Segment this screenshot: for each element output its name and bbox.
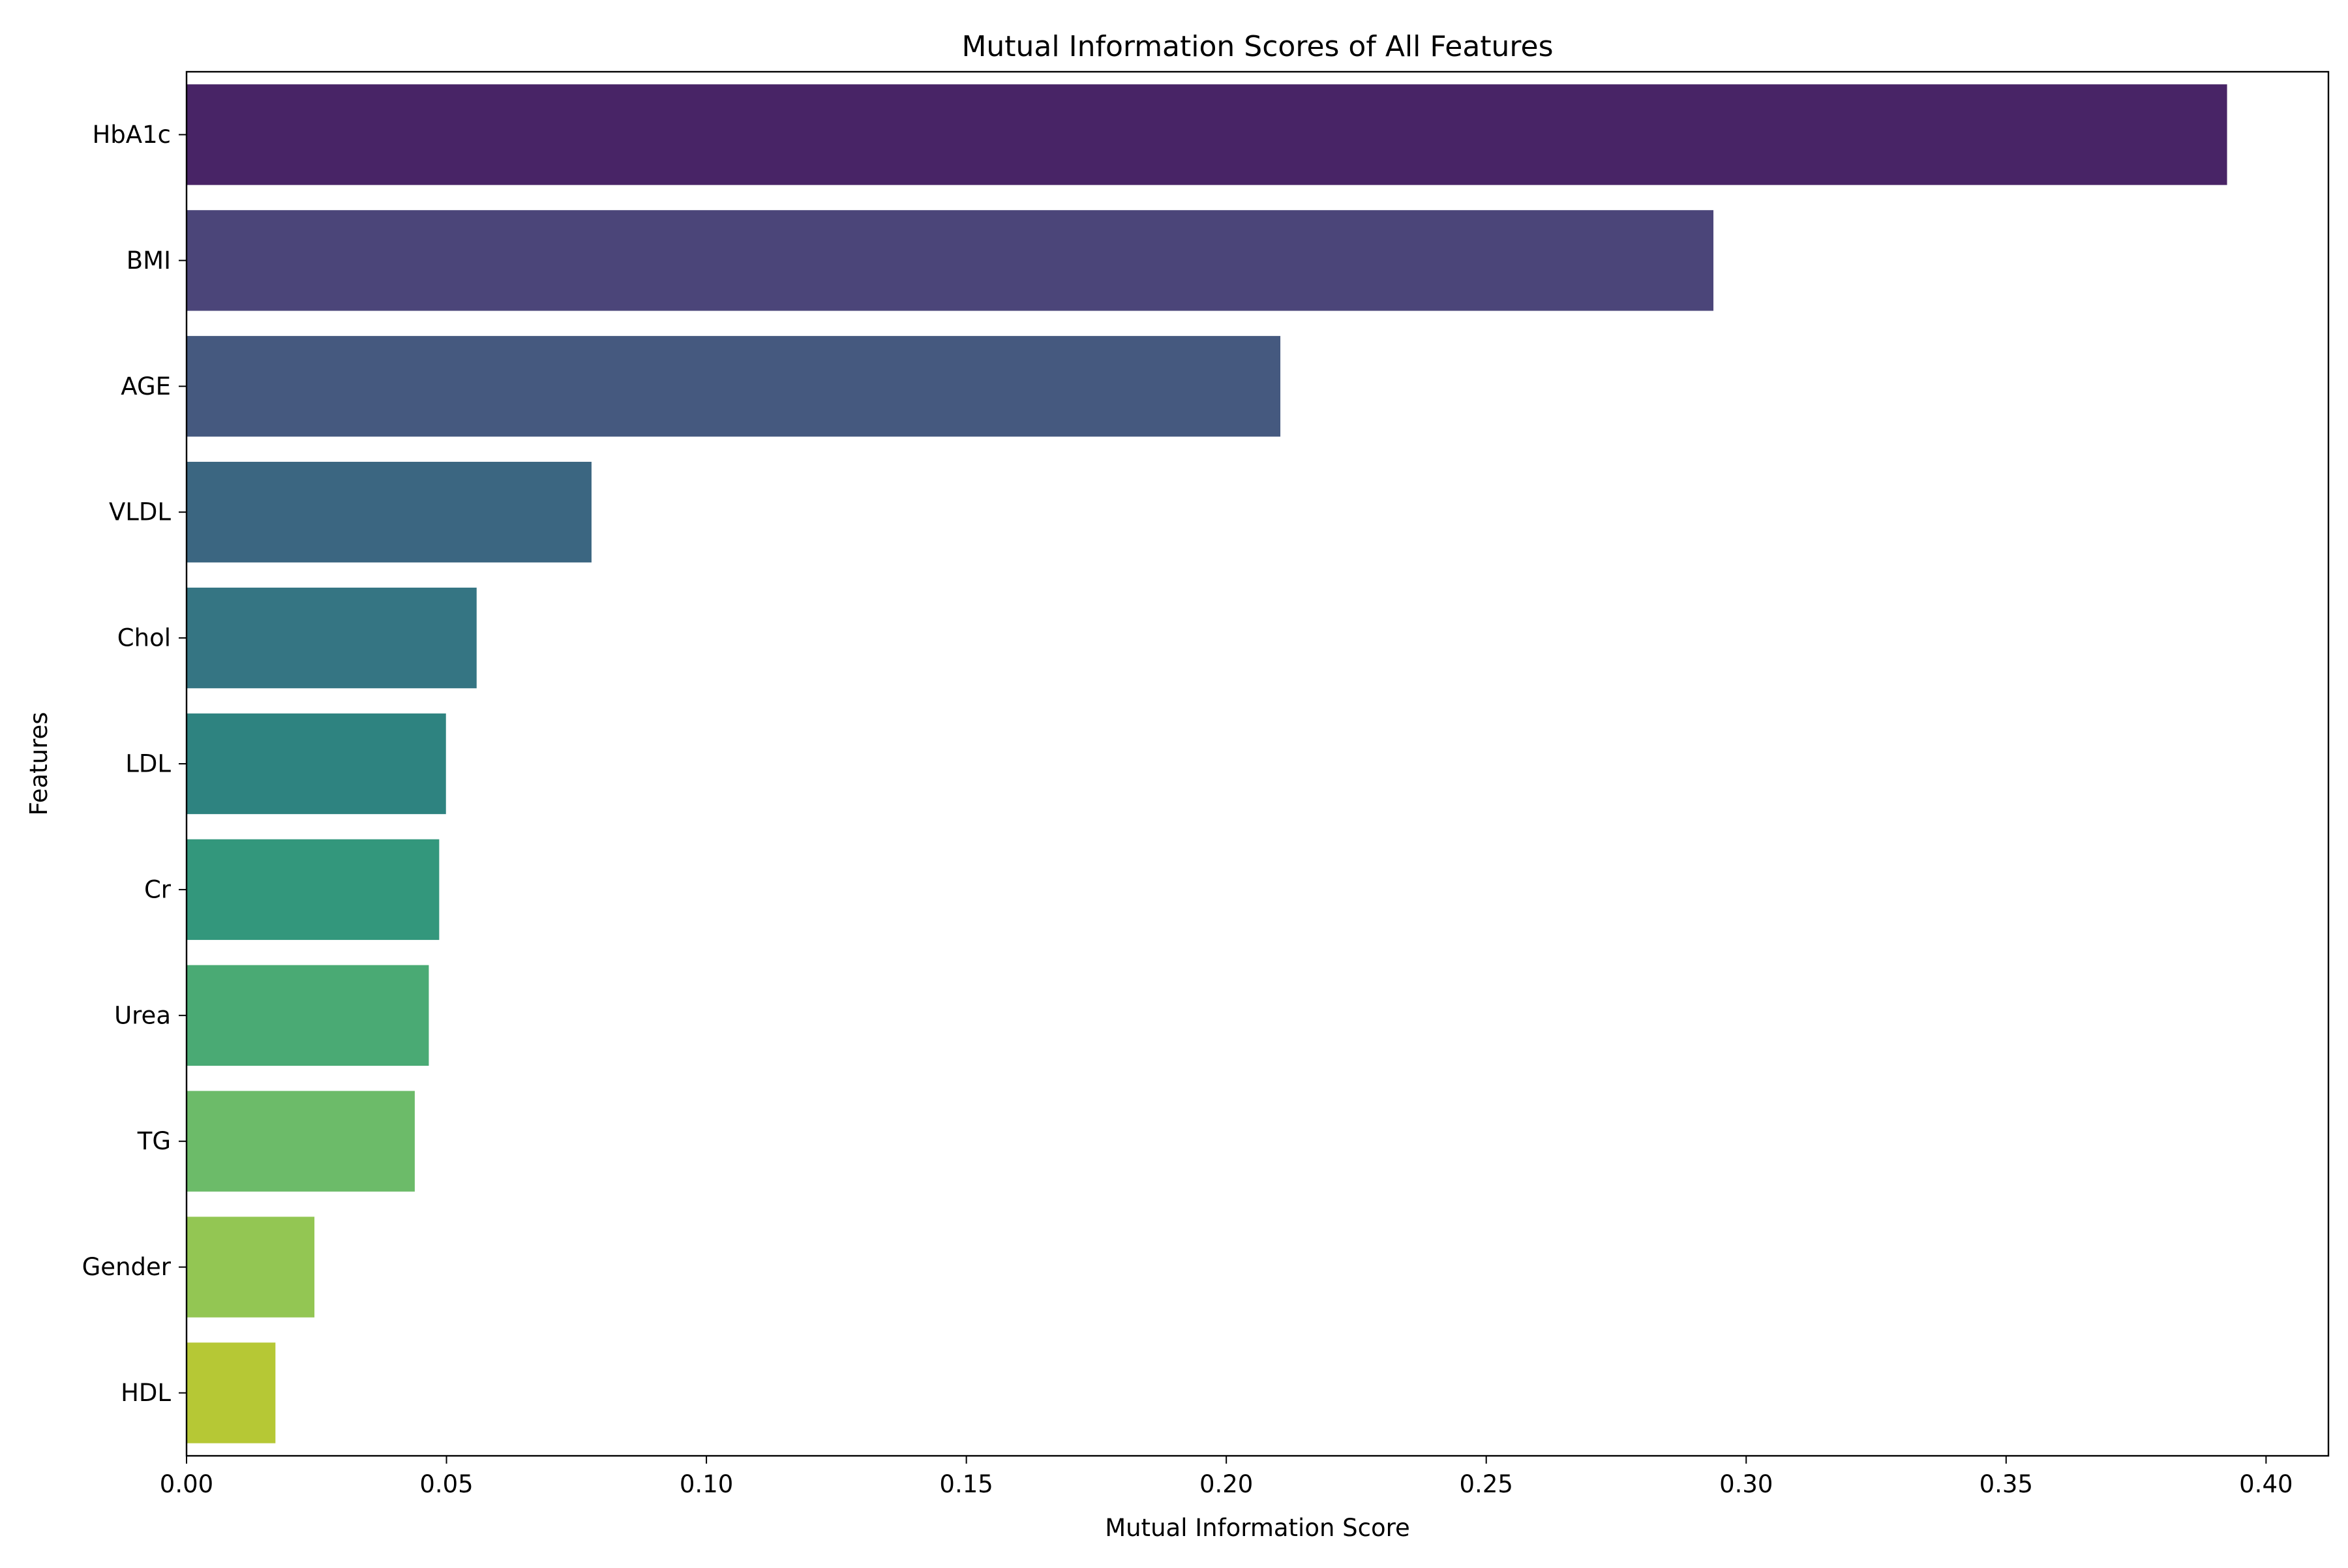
- chart-title: Mutual Information Scores of All Feature…: [961, 30, 1553, 63]
- x-tick-label: 0.10: [680, 1470, 733, 1498]
- bar-urea: [187, 965, 429, 1066]
- bar-bmi: [187, 210, 1714, 311]
- y-tick-label: TG: [137, 1127, 171, 1155]
- plot-frame: [185, 70, 2330, 1457]
- y-tick-label: Gender: [82, 1253, 172, 1281]
- bar-vldl: [187, 462, 592, 563]
- bar-chol: [187, 587, 477, 689]
- x-tick-label: 0.00: [160, 1470, 213, 1498]
- bar-hdl: [187, 1342, 276, 1443]
- y-tick-label: VLDL: [109, 498, 171, 526]
- x-tick-label: 0.25: [1460, 1470, 1513, 1498]
- y-tick-label: Urea: [114, 1001, 171, 1029]
- y-axis-label: Features: [25, 712, 53, 815]
- y-tick-label: BMI: [127, 247, 171, 275]
- x-tick-label: 0.05: [419, 1470, 473, 1498]
- x-tick-label: 0.35: [1979, 1470, 2033, 1498]
- bars-layer: [187, 84, 2227, 1443]
- y-tick-label: LDL: [125, 750, 171, 778]
- ticks-layer: HbA1c BMI AGE VLDL Chol LDL Cr Urea TG Gender HDL 0…: [82, 121, 2293, 1498]
- bar-age: [187, 336, 1281, 437]
- x-tick-label: 0.15: [939, 1470, 993, 1498]
- y-tick-label: Chol: [117, 624, 171, 652]
- y-tick-label: HbA1c: [92, 121, 171, 149]
- y-tick-label: AGE: [121, 372, 171, 400]
- x-tick-label: 0.40: [2239, 1470, 2293, 1498]
- bar-ldl: [187, 713, 446, 815]
- bar-hba1c: [187, 84, 2227, 185]
- bar-tg: [187, 1091, 415, 1192]
- bar-gender: [187, 1216, 315, 1318]
- y-tick-label: Cr: [144, 875, 172, 903]
- bar-cr: [187, 839, 440, 941]
- x-tick-label: 0.20: [1199, 1470, 1253, 1498]
- x-axis-label: Mutual Information Score: [1105, 1514, 1410, 1542]
- x-tick-label: 0.30: [1719, 1470, 1773, 1498]
- y-tick-label: HDL: [121, 1379, 171, 1407]
